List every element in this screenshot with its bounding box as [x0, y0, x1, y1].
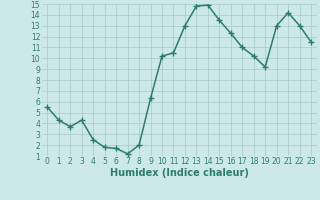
X-axis label: Humidex (Indice chaleur): Humidex (Indice chaleur) [110, 168, 249, 178]
